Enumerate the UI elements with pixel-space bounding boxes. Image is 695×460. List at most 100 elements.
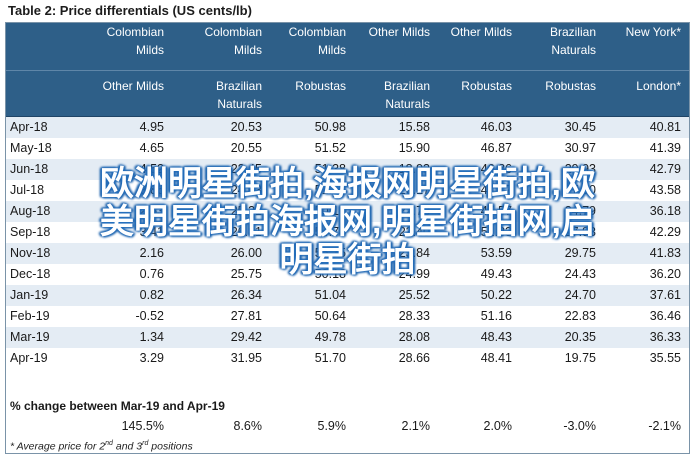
row-value-col4: 28.66 [398,351,430,365]
footnote: * Average price for 2nd and 3rd position… [10,440,193,453]
pct-value-col2: 8.6% [233,419,263,433]
row-value-col1: 2.53 [139,204,164,218]
footnote-text-3: positions [148,440,193,453]
row-value-col5: 46.87 [480,141,512,155]
row-value-col6: 29.75 [564,246,596,260]
row-value-col6: 27.93 [564,225,596,239]
col3-header-bottom: Robustas [295,79,346,93]
row-value-col5: 53.59 [480,246,512,260]
row-value-col4: 15.90 [398,141,430,155]
header-divider [6,70,689,71]
table-row: May-18 4.65 20.55 51.52 15.90 46.87 30.97 41.39 [6,138,689,159]
row-value-col1: 2.16 [139,246,164,260]
row-month: Jun-18 [10,162,49,176]
row-value-col2: 20.53 [230,120,262,134]
footnote-sup-1: nd [105,440,113,447]
row-value-col3: 51.70 [314,351,346,365]
pct-value-col3: 5.9% [317,419,347,433]
col2-header-top: Colombian Milds [204,25,262,57]
row-value-col1: 4.95 [139,120,164,134]
row-value-col1: 0.82 [139,288,164,302]
row-month: Feb-19 [10,309,50,323]
col5-header-top: Other Milds [450,25,512,39]
table-row: Nov-18 2.16 26.00 55.75 23.84 53.59 29.75 41.83 [6,243,689,264]
row-value-col6: 20.35 [564,330,596,344]
row-value-col1: 1.34 [139,330,164,344]
row-value-col1: -0.52 [135,309,165,323]
col4-header-top: Other Milds [368,25,430,39]
table-row: Jul-18 3.86 24.03 51.63 20.17 47.77 27.60 43.58 [6,180,689,201]
row-value-col2: 22.45 [230,162,262,176]
row-value-col7: 41.39 [649,141,681,155]
row-value-col2: 29.42 [230,330,262,344]
pct-change-label: % change between Mar-19 and Apr-19 [10,399,225,413]
row-value-col7: 36.18 [649,204,681,218]
row-value-col6: 30.97 [564,141,596,155]
row-value-col3: 49.78 [314,330,346,344]
row-value-col7: 42.29 [649,225,681,239]
row-month: Jul-18 [10,183,45,197]
row-value-col1: 0.76 [139,267,164,281]
row-value-col5: 48.41 [480,351,512,365]
row-month: Dec-18 [10,267,51,281]
table-row: Jun-18 4.52 22.45 51.38 18.93 46.86 29.93 42.79 [6,159,689,180]
col6-header-bottom: Robustas [545,79,596,93]
row-value-col4: 23.40 [398,225,430,239]
row-month: Mar-19 [10,330,50,344]
row-month: Sep-18 [10,225,51,239]
row-value-col5: 46.03 [480,120,512,134]
table-row: Apr-18 4.95 20.53 50.98 15.58 46.03 30.45 40.81 [6,117,689,138]
pct-value-col1: 145.5% [121,419,164,433]
row-value-col3: 54.74 [314,225,346,239]
row-value-col7: 36.46 [649,309,681,323]
row-value-col2: 25.75 [230,267,262,281]
row-value-col7: 42.79 [649,162,681,176]
row-value-col4: 25.52 [398,288,430,302]
row-value-col3: 50.18 [314,267,346,281]
col2-header-bottom: Brazilian Naturals [215,79,262,111]
row-value-col5: 47.57 [480,204,512,218]
row-value-col3: 50.64 [314,309,346,323]
row-value-col7: 36.33 [649,330,681,344]
footnote-text-2: and 3 [112,440,143,453]
row-value-col6: 24.70 [564,288,596,302]
row-value-col2: 24.03 [230,183,262,197]
table-row: Jan-19 0.82 26.34 51.04 25.52 50.22 24.70 37.61 [6,285,689,306]
watermark-overlay: 欧洲明星街拍,海报网明星街拍,欧 美明星街拍海报网,明星街拍网,启 明星街拍 [0,165,695,279]
row-value-col2: 26.81 [230,225,262,239]
row-month: Jan-19 [10,288,49,302]
row-value-col4: 28.08 [398,330,430,344]
col7-header-top: New York* [625,25,681,39]
header-bottom-rule [6,116,689,117]
row-value-col1: 3.41 [139,225,164,239]
footnote-sup-2: rd [142,440,149,447]
row-value-col3: 51.04 [314,288,346,302]
row-value-col5: 50.22 [480,288,512,302]
footnote-text-1: * Average price for 2 [10,440,106,453]
row-month: Aug-18 [10,204,51,218]
row-value-col3: 51.63 [314,183,346,197]
row-value-col6: 24.43 [564,267,596,281]
table-row: Dec-18 0.76 25.75 50.18 24.99 49.43 24.43 36.20 [6,264,689,285]
table-row: Mar-19 1.34 29.42 49.78 28.08 48.43 20.35 36.33 [6,327,689,348]
row-month: May-18 [10,141,52,155]
pct-value-col7: -2.1% [648,419,681,433]
pct-change-block: % change between Mar-19 and Apr-19 145.5… [6,396,689,437]
row-value-col3: 51.38 [314,162,346,176]
row-value-col3: 50.98 [314,120,346,134]
table-title: Table 2: Price differentials (US cents/l… [8,3,252,18]
row-value-col7: 36.20 [649,267,681,281]
row-value-col5: 51.16 [480,309,512,323]
row-value-col6: 24.79 [564,204,596,218]
row-value-col3: 50.10 [314,204,346,218]
col7-header-bottom: London* [636,79,681,93]
row-value-col2: 26.34 [230,288,262,302]
row-value-col6: 27.60 [564,183,596,197]
col5-header-bottom: Robustas [461,79,512,93]
row-value-col4: 18.93 [398,162,430,176]
row-value-col3: 55.75 [314,246,346,260]
pct-value-col6: -3.0% [563,419,596,433]
row-value-col5: 46.86 [480,162,512,176]
row-value-col7: 37.61 [649,288,681,302]
row-value-col7: 35.55 [649,351,681,365]
